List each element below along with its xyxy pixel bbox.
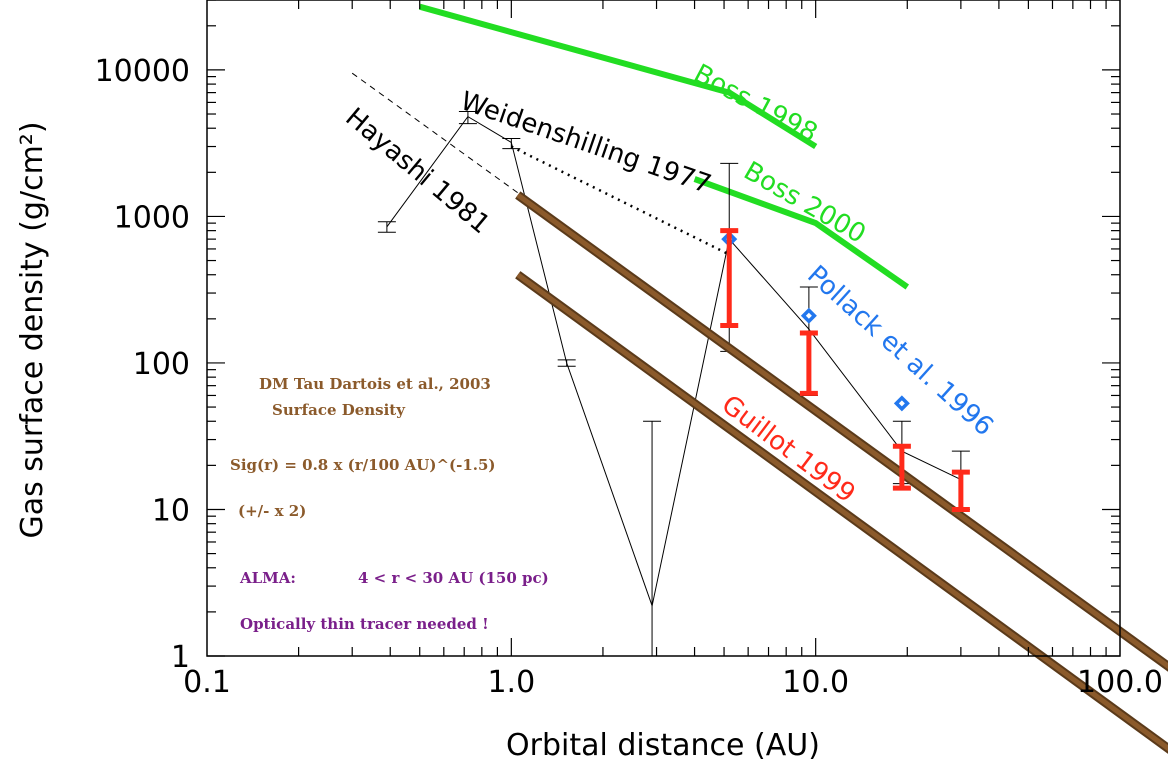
dmtau-title-note: DM Tau Dartois et al., 2003 xyxy=(259,375,491,393)
alma-range-note: 4 < r < 30 AU (150 pc) xyxy=(358,569,549,587)
y-tick-label: 10000 xyxy=(95,54,190,89)
alma-label-note: ALMA: xyxy=(239,569,296,587)
label-hayashi-1981: Hayashi 1981 xyxy=(340,102,496,240)
y-tick-label: 1000 xyxy=(114,200,190,235)
label-pollack-1996: Pollack et al. 1996 xyxy=(801,260,999,442)
x-axis-title: Orbital distance (AU) xyxy=(506,728,820,763)
y-tick-label: 100 xyxy=(133,347,190,382)
label-guillot-1999: Guillot 1999 xyxy=(716,390,861,510)
x-tick-label: 0.1 xyxy=(183,665,231,700)
alma-tracer-note: Optically thin tracer needed ! xyxy=(240,615,489,633)
data-series xyxy=(352,7,970,700)
y-tick-label: 1 xyxy=(171,640,190,675)
plot-frame xyxy=(207,0,1120,656)
y-axis-title: Gas surface density (g/cm²) xyxy=(15,121,50,538)
x-tick-label: 1.0 xyxy=(487,665,535,700)
dmtau-subtitle-note: Surface Density xyxy=(272,401,406,419)
formula-note: Sig(r) = 0.8 x (r/100 AU)^(-1.5) xyxy=(230,456,496,474)
label-weidenshilling-1977: Weidenshilling 1977 xyxy=(457,86,715,200)
y-tick-label: 10 xyxy=(152,493,190,528)
label-boss-1998: Boss 1998 xyxy=(689,59,823,149)
boss-curve xyxy=(420,7,816,147)
axis-ticks xyxy=(207,0,1120,656)
plot-area xyxy=(352,7,970,700)
x-tick-label: 10.0 xyxy=(782,665,849,700)
x-tick-label: 100.0 xyxy=(1077,665,1163,700)
factor-note: (+/- x 2) xyxy=(238,502,306,520)
